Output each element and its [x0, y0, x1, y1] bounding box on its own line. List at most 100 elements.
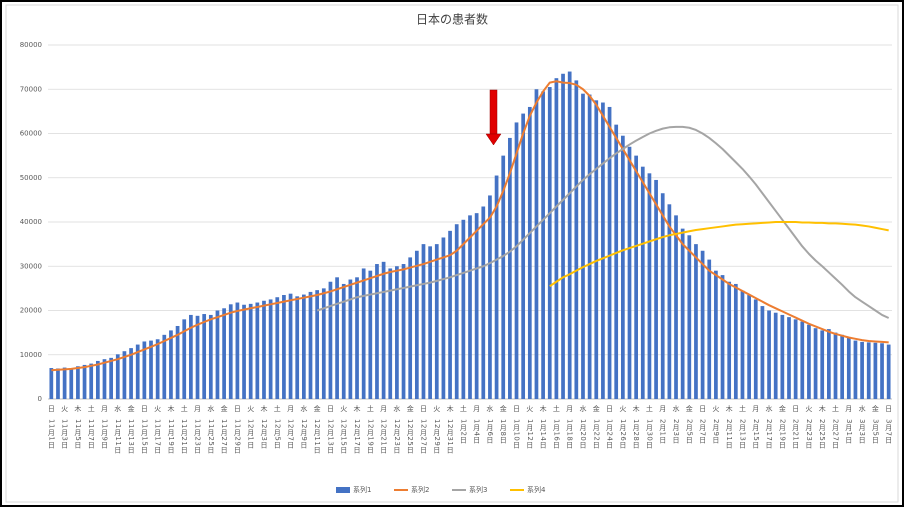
bar	[255, 302, 260, 399]
x-tick-label: 1月10日	[513, 419, 521, 450]
x-tick-label: 1月24日	[606, 419, 614, 450]
x-tick-label: 11月5日	[74, 419, 82, 450]
x-tick-label: 2月13日	[738, 419, 746, 450]
bar	[547, 87, 552, 399]
bar	[494, 175, 499, 399]
bar	[189, 314, 193, 399]
x-tick-label: 12月11日	[313, 419, 321, 454]
x-weekday-label: 日	[699, 405, 706, 413]
bar	[95, 360, 100, 399]
legend-label: 系列3	[469, 485, 487, 494]
bar	[787, 317, 791, 399]
bar	[481, 206, 486, 399]
bar	[248, 303, 253, 399]
bar	[448, 230, 452, 399]
bar	[886, 344, 891, 399]
bar	[527, 106, 532, 399]
bar	[195, 315, 200, 399]
bar	[567, 71, 572, 400]
bar	[813, 328, 818, 399]
x-weekday-label: 火	[619, 405, 626, 413]
x-weekday-label: 木	[74, 404, 81, 413]
x-weekday-label: 金	[128, 404, 135, 413]
x-tick-label: 11月25日	[207, 419, 215, 454]
x-tick-label: 1月12日	[526, 419, 534, 450]
x-tick-label: 2月17日	[765, 419, 773, 450]
x-weekday-label: 水	[859, 404, 866, 413]
bar	[348, 279, 353, 399]
x-tick-label: 11月29日	[233, 419, 241, 454]
bar	[169, 330, 173, 399]
x-weekday-label: 金	[779, 404, 786, 413]
x-weekday-label: 金	[686, 404, 693, 413]
bar	[388, 268, 393, 399]
x-weekday-label: 木	[726, 404, 733, 413]
bar	[361, 268, 366, 399]
x-tick-label: 12月1日	[247, 419, 255, 450]
x-tick-label: 1月16日	[552, 419, 560, 450]
y-tick-label: 70000	[20, 85, 42, 93]
chart-area	[5, 4, 899, 503]
x-weekday-label: 火	[526, 405, 533, 413]
bar	[454, 224, 459, 399]
x-weekday-label: 木	[633, 404, 640, 413]
bar	[740, 290, 745, 399]
x-weekday-label: 水	[673, 404, 680, 413]
x-tick-label: 12月29日	[433, 419, 441, 454]
x-tick-label: 3月3日	[858, 419, 866, 445]
x-tick-label: 11月19日	[167, 419, 175, 454]
x-weekday-label: 土	[739, 404, 746, 413]
x-tick-label: 3月5日	[871, 419, 879, 445]
bar	[135, 344, 140, 399]
x-weekday-label: 土	[553, 404, 560, 413]
x-weekday-label: 月	[380, 405, 387, 413]
x-weekday-label: 火	[712, 405, 719, 413]
bar	[421, 244, 426, 399]
x-weekday-label: 木	[167, 404, 174, 413]
bar	[441, 237, 446, 399]
bar	[667, 204, 672, 399]
x-tick-label: 12月31日	[446, 419, 454, 454]
bar	[115, 354, 120, 399]
bar	[733, 283, 738, 399]
bar	[222, 308, 226, 399]
x-weekday-label: 日	[327, 405, 334, 413]
x-weekday-label: 土	[832, 404, 839, 413]
bar	[501, 155, 506, 399]
bar	[554, 78, 559, 399]
bar	[541, 91, 545, 400]
x-tick-label: 1月8日	[499, 419, 507, 445]
x-tick-label: 2月23日	[805, 419, 813, 450]
x-tick-label: 12月5日	[273, 419, 281, 450]
bar	[328, 281, 333, 399]
x-tick-label: 11月13日	[127, 419, 135, 454]
x-tick-label: 3月7日	[885, 419, 893, 445]
bar	[408, 257, 413, 399]
chart-title: 日本の患者数	[416, 12, 488, 27]
bar	[727, 281, 732, 399]
bar	[262, 300, 266, 399]
bar	[534, 89, 539, 399]
bar	[660, 193, 665, 399]
x-tick-label: 2月19日	[778, 419, 786, 450]
bar	[242, 304, 246, 399]
x-weekday-label: 月	[473, 405, 480, 413]
x-tick-label: 1月20日	[579, 419, 587, 450]
bar	[315, 290, 320, 399]
legend-label: 系列2	[411, 485, 429, 494]
x-weekday-label: 金	[872, 404, 879, 413]
bar	[707, 259, 712, 399]
y-tick-label: 20000	[20, 307, 42, 315]
bar	[468, 215, 472, 399]
bar	[680, 228, 685, 399]
x-weekday-label: 金	[500, 404, 507, 413]
line	[549, 221, 889, 287]
x-weekday-label: 水	[766, 404, 773, 413]
bar	[228, 304, 233, 399]
bar	[295, 296, 300, 399]
x-tick-label: 11月23日	[194, 419, 202, 454]
bar	[827, 329, 831, 399]
x-weekday-label: 火	[247, 405, 254, 413]
bar	[62, 367, 67, 399]
